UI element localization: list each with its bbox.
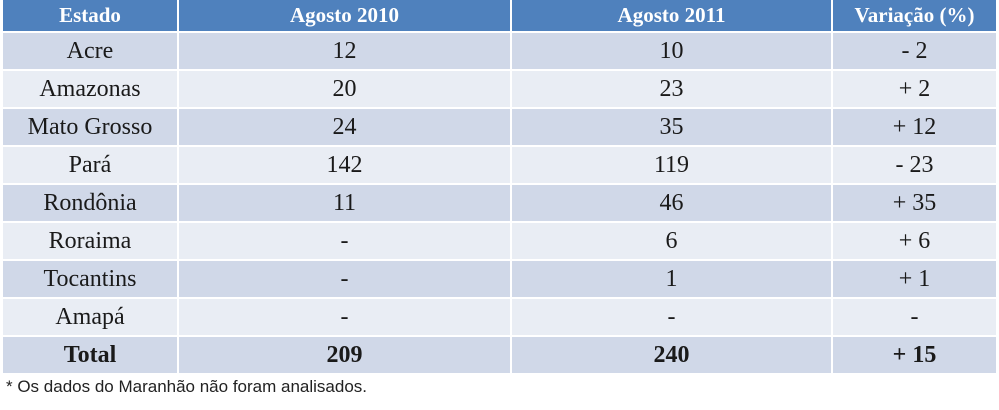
cell-estado: Mato Grosso [3, 107, 179, 146]
cell-estado: Acre [3, 31, 179, 70]
cell-2011: 119 [511, 145, 833, 184]
table-total-row: Total 209 240 + 15 [3, 335, 996, 373]
cell-2010: 142 [178, 145, 512, 184]
cell-variacao: + 12 [832, 107, 996, 146]
cell-2011: 35 [511, 107, 833, 146]
cell-2010: 24 [178, 107, 512, 146]
table-body: Acre 12 10 - 2 Amazonas 20 23 + 2 Mato G… [3, 31, 996, 373]
cell-variacao: + 35 [832, 183, 996, 222]
cell-estado: Tocantins [3, 259, 179, 298]
total-2011: 240 [511, 335, 833, 373]
deforestation-table: Estado Agosto 2010 Agosto 2011 Variação … [3, 0, 996, 373]
cell-2010: - [178, 259, 512, 298]
table-header-row: Estado Agosto 2010 Agosto 2011 Variação … [3, 0, 996, 32]
table-row: Amapá - - - [3, 297, 996, 336]
header-agosto-2011: Agosto 2011 [511, 0, 833, 32]
cell-2010: 12 [178, 31, 512, 70]
cell-variacao: + 6 [832, 221, 996, 260]
total-2010: 209 [178, 335, 512, 373]
cell-2011: 1 [511, 259, 833, 298]
cell-variacao: - [832, 297, 996, 336]
table-row: Tocantins - 1 + 1 [3, 259, 996, 298]
cell-estado: Rondônia [3, 183, 179, 222]
cell-variacao: - 23 [832, 145, 996, 184]
total-variacao: + 15 [832, 335, 996, 373]
cell-estado: Amapá [3, 297, 179, 336]
cell-2010: 11 [178, 183, 512, 222]
table-row: Mato Grosso 24 35 + 12 [3, 107, 996, 146]
cell-2011: 46 [511, 183, 833, 222]
table-row: Roraima - 6 + 6 [3, 221, 996, 260]
header-estado: Estado [3, 0, 179, 32]
table-row: Pará 142 119 - 23 [3, 145, 996, 184]
cell-estado: Roraima [3, 221, 179, 260]
cell-estado: Pará [3, 145, 179, 184]
cell-variacao: - 2 [832, 31, 996, 70]
cell-2010: 20 [178, 69, 512, 108]
cell-variacao: + 1 [832, 259, 996, 298]
header-agosto-2010: Agosto 2010 [178, 0, 512, 32]
total-label: Total [3, 335, 179, 373]
table-container: Estado Agosto 2010 Agosto 2011 Variação … [3, 0, 996, 396]
cell-2011: 23 [511, 69, 833, 108]
cell-2010: - [178, 221, 512, 260]
header-variacao: Variação (%) [832, 0, 996, 32]
cell-2010: - [178, 297, 512, 336]
cell-2011: - [511, 297, 833, 336]
cell-2011: 10 [511, 31, 833, 70]
table-row: Rondônia 11 46 + 35 [3, 183, 996, 222]
cell-estado: Amazonas [3, 69, 179, 108]
cell-variacao: + 2 [832, 69, 996, 108]
table-row: Acre 12 10 - 2 [3, 31, 996, 70]
table-row: Amazonas 20 23 + 2 [3, 69, 996, 108]
footnote: * Os dados do Maranhão não foram analisa… [6, 377, 368, 396]
cell-2011: 6 [511, 221, 833, 260]
